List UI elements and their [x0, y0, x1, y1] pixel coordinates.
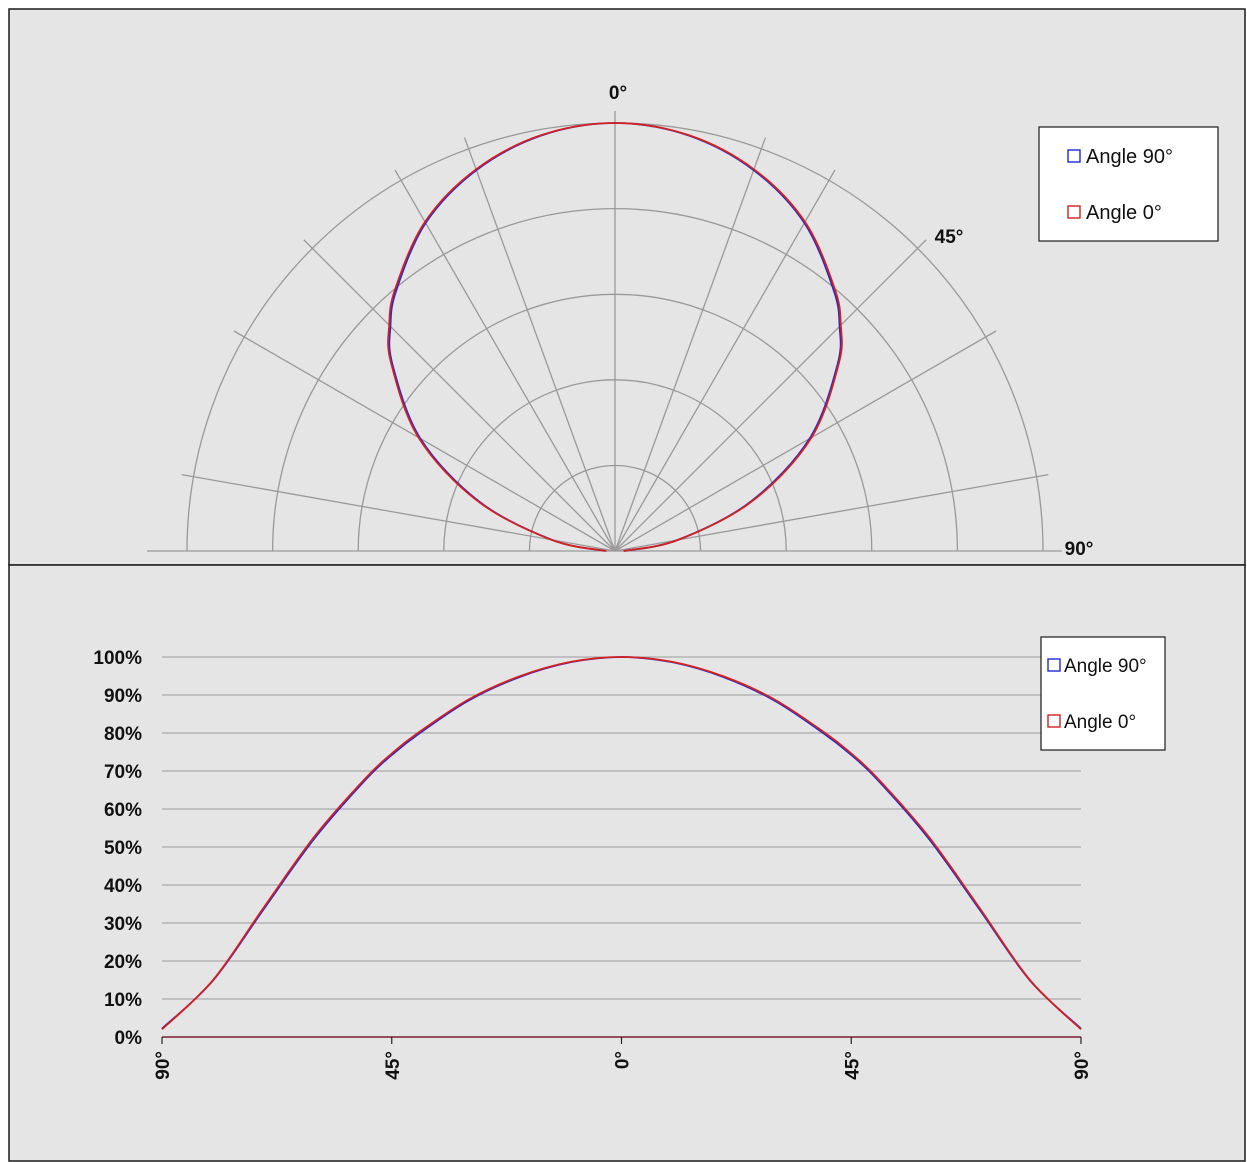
- polar-legend-label-angle-90: Angle 90°: [1086, 146, 1173, 168]
- line-xtick-label-2: 0°: [613, 1051, 634, 1069]
- line-ytick-label-7: 70%: [104, 762, 142, 783]
- polar-spoke-m45: [303, 239, 616, 552]
- line-ytick-label-2: 20%: [104, 952, 142, 973]
- line-ytick-label-3: 30%: [104, 914, 142, 935]
- line-legend-swatch-red: [1047, 714, 1061, 728]
- line-series-angle-0: [161, 656, 1082, 1031]
- line-labels: 0% 10% 20% 30% 40% 50% 60% 70% 80% 90% 100% 90° 45° 0…: [93, 648, 1093, 1080]
- polar-spoke-m30: [394, 169, 616, 552]
- polar-angle-label-1: 45°: [935, 227, 964, 248]
- polar-spoke-m80: [181, 473, 616, 552]
- polar-angle-label-0: 0°: [609, 83, 627, 104]
- polar-spoke-60: [614, 330, 997, 552]
- line-xtick-label-3: 45°: [842, 1051, 863, 1080]
- polar-spoke-80: [614, 473, 1049, 552]
- line-curves: [161, 656, 1082, 1031]
- line-ytick-label-4: 40%: [104, 876, 142, 897]
- line-legend-label-angle-90: Angle 90°: [1064, 656, 1147, 677]
- polar-spoke-20: [614, 137, 767, 552]
- polar-series-angle-0: [387, 122, 843, 552]
- line-xtick-label-0: 90°: [153, 1051, 174, 1080]
- line-ytick-label-6: 60%: [104, 800, 142, 821]
- line-ytick-label-10: 100%: [93, 648, 142, 669]
- polar-curves: [387, 122, 843, 552]
- polar-chart-panel: [8, 8, 1246, 566]
- line-legend-label-angle-0: Angle 0°: [1064, 712, 1136, 733]
- polar-angle-label-2: 90°: [1065, 539, 1094, 560]
- polar-legend-swatch-red: [1067, 205, 1081, 219]
- polar-legend-swatch-blue: [1067, 149, 1081, 163]
- line-xtick-label-4: 90°: [1072, 1051, 1093, 1080]
- line-ytick-label-5: 50%: [104, 838, 142, 859]
- line-chart-panel: [8, 564, 1246, 1162]
- polar-spoke-45: [614, 239, 927, 552]
- polar-spoke-30: [614, 169, 836, 552]
- line-legend: Angle 90° Angle 0°: [1040, 636, 1166, 751]
- polar-legend-label-angle-0: Angle 0°: [1086, 202, 1162, 224]
- line-ytick-label-9: 90%: [104, 686, 142, 707]
- polar-legend: Angle 90° Angle 0°: [1038, 126, 1219, 242]
- line-ytick-label-8: 80%: [104, 724, 142, 745]
- line-xtick-label-1: 45°: [383, 1051, 404, 1080]
- line-ytick-label-0: 0%: [115, 1028, 143, 1049]
- line-ytick-label-1: 10%: [104, 990, 142, 1011]
- polar-spoke-m20: [463, 137, 616, 552]
- line-legend-swatch-blue: [1047, 658, 1061, 672]
- polar-grid: [147, 111, 1062, 552]
- polar-spoke-m60: [233, 330, 616, 552]
